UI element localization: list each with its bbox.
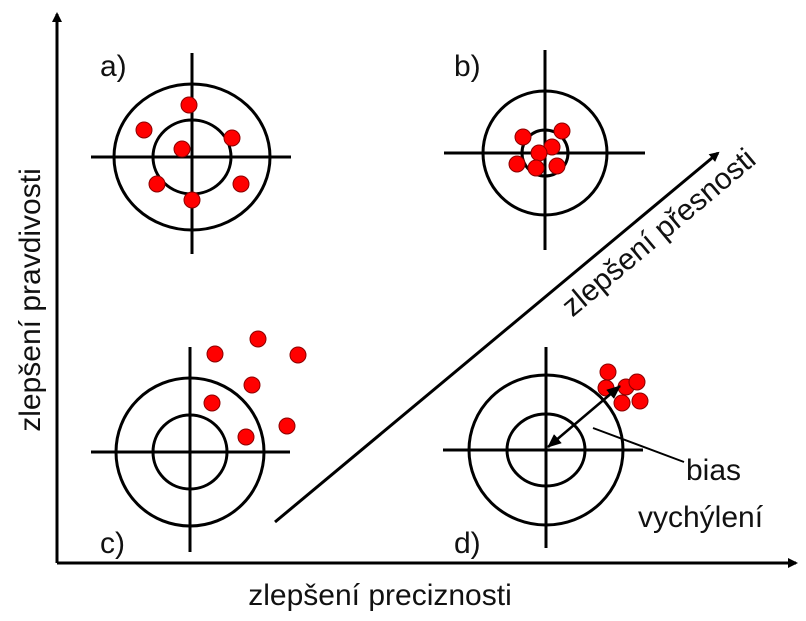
x-axis-label: zlepšení preciznosti (248, 579, 511, 612)
hit-dot (237, 428, 255, 446)
label-b: b) (454, 50, 481, 83)
hit-dot (631, 392, 649, 410)
hit-dot (223, 129, 241, 147)
hit-dot (243, 376, 261, 394)
hit-dot (530, 144, 548, 162)
hit-dot (183, 191, 201, 209)
hit-dot (173, 140, 191, 158)
hit-dot (232, 175, 250, 193)
hit-dot (249, 330, 267, 348)
bias-cz-label: vychýlení (638, 501, 764, 534)
y-axis-label: zlepšení pravdivosti (14, 168, 47, 431)
hit-dot (553, 122, 571, 140)
hit-dot (527, 159, 545, 177)
hit-dot (599, 363, 617, 381)
hit-dot (206, 345, 224, 363)
hit-dot (628, 373, 646, 391)
bias-pointer-line (592, 427, 685, 463)
label-d: d) (454, 527, 481, 560)
hit-dot (278, 417, 296, 435)
target-c (91, 347, 290, 552)
label-a: a) (100, 50, 127, 83)
hit-dot (548, 157, 566, 175)
hit-dot (180, 96, 198, 114)
hit-dot (508, 155, 526, 173)
target-d (443, 347, 643, 548)
hit-dot (613, 394, 631, 412)
hit-dot (148, 175, 166, 193)
bias-arrow (547, 385, 621, 448)
diagonal-label: zlepšení přesnosti (556, 142, 762, 323)
hit-dot (514, 128, 532, 146)
hit-dot (203, 394, 221, 412)
hit-dot (135, 121, 153, 139)
target-a (91, 53, 291, 254)
bias-label: bias (686, 454, 741, 487)
label-c: c) (100, 527, 125, 560)
hit-dot (289, 346, 307, 364)
diagonal-arrow (274, 151, 720, 524)
